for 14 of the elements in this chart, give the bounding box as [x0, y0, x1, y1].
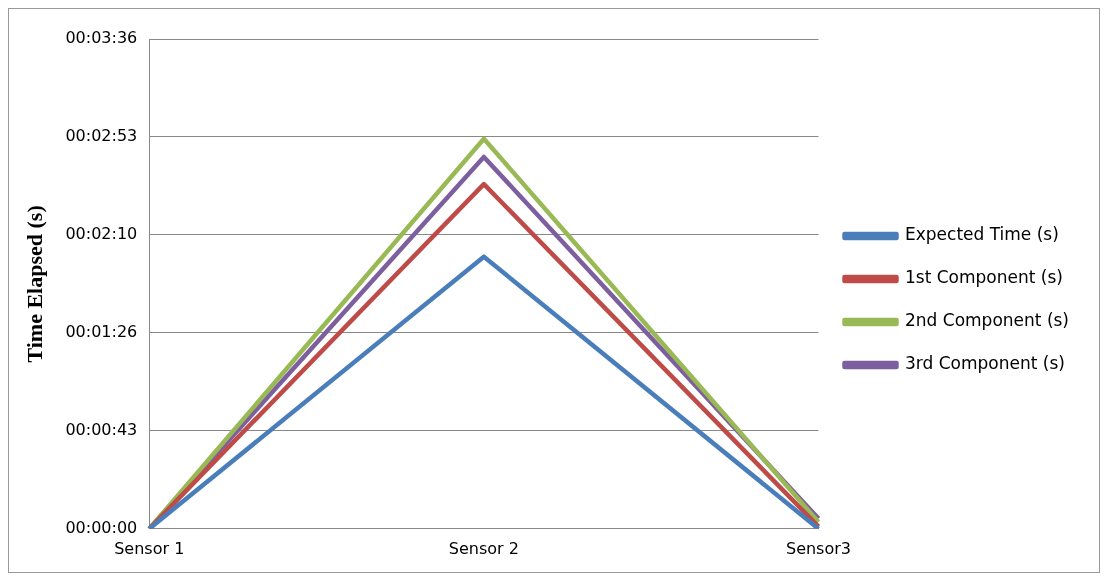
y-tick-label: 00:01:26: [65, 322, 138, 342]
x-tick-label: Sensor 2: [448, 538, 519, 558]
y-tick-label: 00:00:00: [65, 517, 138, 537]
y-axis-title: Time Elapsed (s): [21, 205, 47, 363]
x-tick-label: Sensor 1: [114, 538, 185, 558]
x-tick-label: Sensor3: [785, 538, 852, 558]
y-tick-label: 00:03:36: [65, 28, 138, 48]
y-tick-label: 00:02:10: [65, 224, 138, 244]
y-tick-label: 00:00:43: [65, 420, 138, 439]
legend-label: 3rd Component (s): [904, 353, 1065, 374]
legend-label: Expected Time (s): [904, 224, 1059, 245]
legend-label: 2nd Component (s): [904, 310, 1070, 331]
legend-label: 1st Component (s): [904, 267, 1063, 288]
y-tick-label: 00:02:53: [65, 126, 138, 146]
